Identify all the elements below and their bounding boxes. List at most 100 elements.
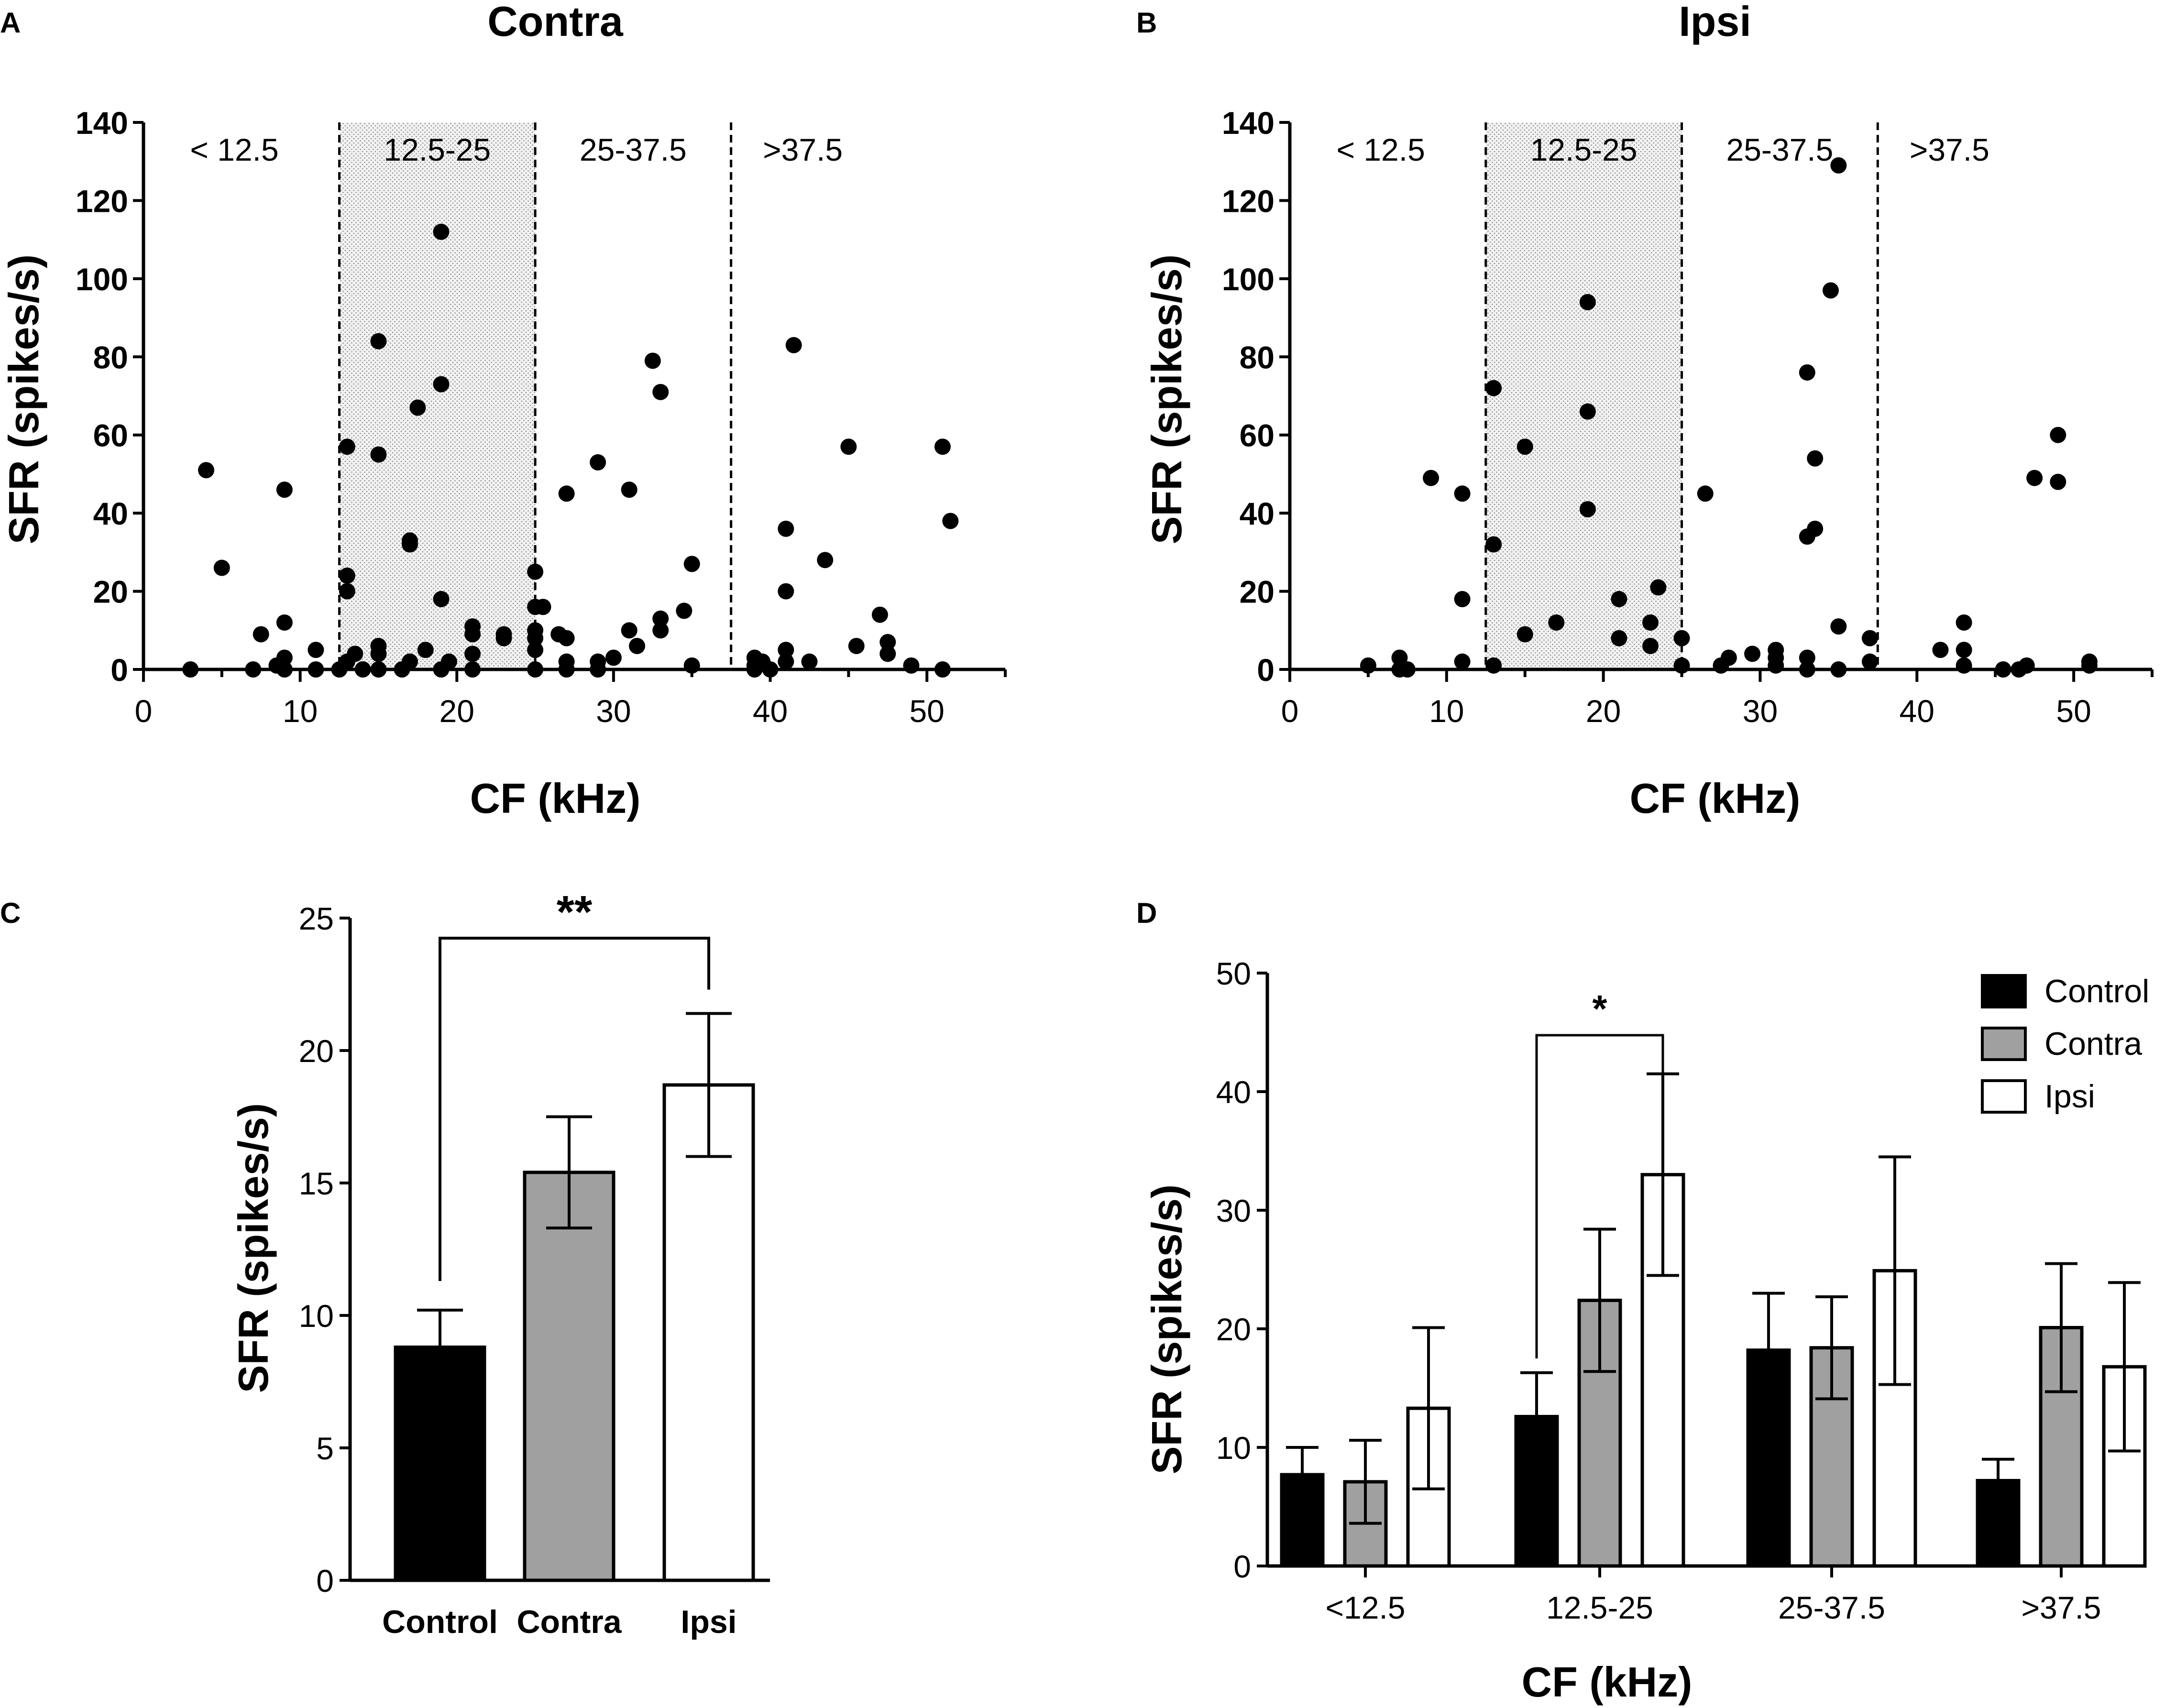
panel-b-y-tick-label: 120 [1222, 183, 1275, 219]
panel-b-data-point [1485, 657, 1502, 674]
panel-b-plot: < 12.5 12.5-25 25-37.5 >37.5020406080100120… [1222, 105, 2154, 729]
panel-a-data-point [848, 637, 865, 654]
panel-d-bar-chart: 0 10 20 30 40 50 <12.5 12.5-25 25-37.5 >37.5 * Cont… [1143, 956, 2149, 1706]
panel-a-data-point [621, 622, 637, 639]
panel-d-legend-label: Contra [2044, 1026, 2142, 1062]
panel-c-category-label: Control [382, 1604, 498, 1640]
panel-a-region-label: < 12.5 [190, 132, 278, 167]
panel-a-data-point [934, 438, 951, 455]
panel-b-data-point [1744, 646, 1761, 662]
panel-a-data-point [605, 649, 622, 666]
panel-a-data-point [245, 661, 262, 678]
panel-c-y-tick-label: 0 [316, 1563, 334, 1599]
panel-a-data-point [683, 657, 700, 674]
panel-a-data-point [276, 661, 293, 678]
panel-b-data-point [1956, 657, 1972, 674]
panel-b-data-point [1485, 536, 1502, 553]
panel-a-data-point [308, 642, 324, 658]
panel-d-y-tick-label: 50 [1216, 956, 1251, 991]
panel-a-data-point [339, 583, 355, 600]
panel-b-title: Ipsi [1679, 0, 1751, 45]
panel-a-data-point [370, 661, 387, 678]
panel-b-data-point [1650, 579, 1667, 596]
panel-a-data-point [213, 559, 230, 576]
panel-a-data-point [785, 337, 802, 353]
panel-label-b: B [1136, 7, 1157, 39]
panel-a-y-tick-label: 140 [76, 105, 128, 141]
panel-b-data-point [1454, 653, 1471, 670]
panel-a-data-point [401, 536, 418, 553]
panel-a-title: Contra [487, 0, 624, 45]
panel-b-data-point [1830, 661, 1847, 678]
panel-a-data-point [464, 626, 481, 643]
panel-b-x-tick-label: 30 [1743, 693, 1778, 729]
panel-b-x-tick-label: 20 [1586, 693, 1621, 729]
panel-b-data-point [1399, 661, 1416, 678]
panel-a-region-label: >37.5 [763, 132, 843, 167]
panel-a-data-point [879, 646, 896, 662]
panel-c-significance-bracket [439, 937, 710, 1281]
panel-a-data-point [527, 642, 544, 658]
panel-d-y-tick-label: 30 [1216, 1193, 1251, 1228]
panel-d-legend-label: Ipsi [2044, 1078, 2095, 1115]
panel-a-data-point [778, 653, 794, 670]
panel-c-y-tick-label: 5 [316, 1431, 334, 1466]
panel-b-y-tick-label: 60 [1240, 418, 1275, 453]
panel-a-data-point [433, 376, 450, 393]
panel-b-data-point [2050, 473, 2066, 490]
panel-b-data-point [1579, 501, 1596, 517]
panel-c-category-label: Contra [517, 1604, 622, 1640]
panel-c-category-label: Ipsi [681, 1604, 736, 1640]
panel-a-data-point [401, 653, 418, 670]
panel-a-data-point [276, 649, 293, 666]
panel-a-data-point [683, 556, 700, 572]
panel-c-y-tick-label: 25 [299, 901, 334, 936]
panel-b-region-label: >37.5 [1910, 132, 1989, 167]
panel-d-category-label: >37.5 [2022, 1590, 2101, 1625]
panel-a-data-point [464, 646, 481, 662]
panel-a-data-point [879, 634, 896, 650]
panel-a-y-tick-label: 80 [93, 339, 128, 375]
panel-b-x-tick-label: 10 [1429, 693, 1464, 729]
panel-a-data-point [198, 462, 215, 479]
panel-a-data-point [558, 485, 575, 502]
panel-a-y-axis-label: SFR (spikes/s) [0, 254, 47, 544]
panel-d-y-axis-label: SFR (spikes/s) [1143, 1184, 1190, 1474]
panel-a-x-tick-label: 10 [283, 693, 318, 729]
panel-b-data-point [1956, 642, 1972, 658]
panel-b-y-axis-label: SFR (spikes/s) [1143, 254, 1190, 544]
panel-a-data-point [276, 614, 293, 631]
panel-b-data-point [2018, 657, 2035, 674]
panel-d-y-tick-label: 0 [1233, 1549, 1251, 1584]
panel-a-data-point [409, 399, 426, 416]
panel-a-data-point [778, 583, 794, 600]
panel-b-data-point [1673, 630, 1690, 646]
panel-b-data-point [1720, 649, 1737, 666]
panel-b-data-point [1861, 653, 1878, 670]
panel-a-data-point [558, 661, 575, 678]
panel-a-data-point [778, 520, 794, 537]
panel-a-x-tick-label: 40 [753, 693, 788, 729]
panel-c-significance-label: ** [557, 887, 593, 938]
panel-d-category-label: 12.5-25 [1546, 1590, 1653, 1625]
panel-a-scatter: Contra < 12.5 12.5-25 25-37.5 >37.5 0 20 40 60 8… [0, 0, 1007, 822]
panel-b-data-point [1830, 157, 1847, 174]
panel-d-legend-swatch-control [1981, 974, 2027, 1008]
panel-b-data-point [1799, 661, 1815, 678]
panel-d-category-label: <12.5 [1326, 1590, 1406, 1625]
panel-b-data-point [1611, 630, 1627, 646]
panel-a-data-point [934, 661, 951, 678]
panel-a-x-tick-label: 50 [909, 693, 944, 729]
panel-b-region-label: < 12.5 [1336, 132, 1425, 167]
panel-a-y-tick-label: 40 [93, 496, 128, 531]
panel-b-scatter: Ipsi < 12.5 12.5-25 25-37.5 >37.5 0 20 40 60 80 1… [1143, 0, 2154, 822]
panel-b-data-point [1822, 282, 1839, 299]
panel-d-x-axis-label: CF (kHz) [1522, 1658, 1692, 1706]
panel-b-data-point [1932, 642, 1949, 658]
panel-a-data-point [558, 630, 575, 646]
panel-a-data-point [652, 610, 669, 627]
panel-a-x-axis-label: CF (kHz) [470, 775, 641, 822]
panel-b-y-tick-label: 80 [1240, 339, 1275, 375]
panel-b-data-point [1673, 657, 1690, 674]
panel-c-bar [394, 1345, 486, 1582]
